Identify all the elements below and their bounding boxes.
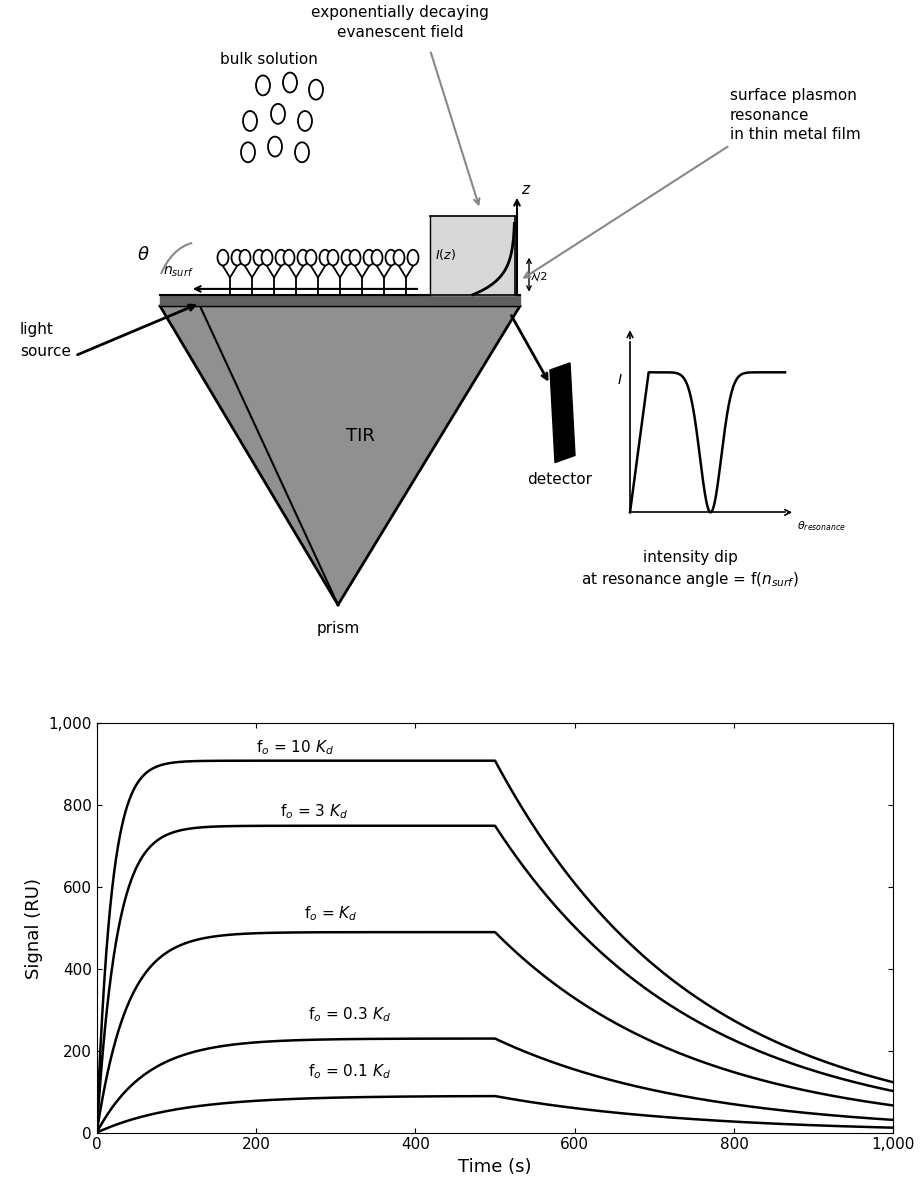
Circle shape [275, 250, 286, 266]
Circle shape [407, 250, 418, 266]
Text: in thin metal film: in thin metal film [730, 127, 861, 142]
Text: exponentially decaying: exponentially decaying [311, 5, 489, 20]
Text: f$_o$ = 10 $K_d$: f$_o$ = 10 $K_d$ [256, 739, 334, 758]
X-axis label: Time (s): Time (s) [459, 1158, 531, 1177]
Y-axis label: Signal (RU): Signal (RU) [25, 878, 43, 978]
Circle shape [342, 250, 353, 266]
Text: source: source [20, 344, 71, 359]
Circle shape [349, 250, 360, 266]
Text: detector: detector [528, 472, 592, 487]
Text: TIR: TIR [345, 427, 375, 445]
Text: f$_o$ = 0.3 $K_d$: f$_o$ = 0.3 $K_d$ [308, 1006, 391, 1025]
Text: $θ_{resonance}$: $θ_{resonance}$ [797, 519, 846, 534]
Text: prism: prism [317, 621, 359, 637]
Circle shape [306, 250, 317, 266]
Text: surface plasmon: surface plasmon [730, 88, 857, 103]
Circle shape [284, 250, 295, 266]
Circle shape [364, 250, 375, 266]
Circle shape [297, 250, 309, 266]
Circle shape [243, 111, 257, 130]
Text: evanescent field: evanescent field [337, 25, 463, 40]
Circle shape [298, 111, 312, 130]
Circle shape [268, 136, 282, 157]
Text: bulk solution: bulk solution [220, 52, 318, 68]
Text: $I(z)$: $I(z)$ [435, 247, 456, 262]
Circle shape [309, 79, 323, 100]
Circle shape [320, 250, 331, 266]
Text: I: I [618, 374, 622, 388]
Circle shape [217, 250, 228, 266]
Text: resonance: resonance [730, 108, 810, 122]
Text: f$_o$ = 0.1 $K_d$: f$_o$ = 0.1 $K_d$ [308, 1063, 391, 1082]
Text: f$_o$ = 3 $K_d$: f$_o$ = 3 $K_d$ [280, 802, 348, 821]
Text: λ/2: λ/2 [531, 273, 549, 282]
Polygon shape [160, 306, 520, 605]
Circle shape [241, 142, 255, 162]
Text: intensity dip: intensity dip [643, 550, 738, 566]
Text: θ: θ [138, 247, 149, 264]
Text: z: z [521, 181, 529, 197]
Circle shape [239, 250, 251, 266]
Circle shape [328, 250, 339, 266]
Text: $n_{surf}$: $n_{surf}$ [163, 264, 193, 279]
Circle shape [271, 104, 285, 123]
Polygon shape [430, 216, 515, 294]
Polygon shape [550, 363, 575, 463]
Circle shape [253, 250, 264, 266]
Circle shape [256, 76, 270, 95]
Circle shape [262, 250, 273, 266]
Circle shape [386, 250, 397, 266]
Text: at resonance angle = f($n_{surf}$): at resonance angle = f($n_{surf}$) [581, 569, 799, 588]
Circle shape [283, 72, 297, 93]
Circle shape [231, 250, 242, 266]
Circle shape [393, 250, 404, 266]
Text: light: light [20, 323, 53, 338]
Text: f$_o$ = $K_d$: f$_o$ = $K_d$ [304, 905, 357, 923]
Circle shape [371, 250, 382, 266]
Circle shape [295, 142, 309, 162]
